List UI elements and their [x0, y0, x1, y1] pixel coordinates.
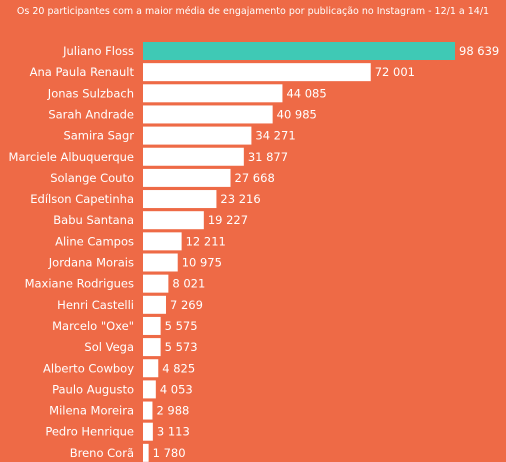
value-label-6: 27 668: [235, 171, 275, 185]
category-label-0: Juliano Floss: [62, 44, 134, 58]
bar-5: [143, 147, 244, 166]
value-label-18: 3 113: [157, 425, 190, 439]
bar-8: [143, 211, 204, 230]
bar-15: [143, 359, 159, 378]
category-label-15: Alberto Cowboy: [43, 361, 134, 375]
category-label-8: Babu Santana: [53, 213, 134, 227]
value-label-3: 40 985: [277, 107, 317, 121]
category-label-13: Marcelo "Oxe": [52, 319, 134, 333]
bar-3: [143, 105, 273, 124]
value-label-5: 31 877: [248, 150, 288, 164]
category-label-4: Samira Sagr: [63, 129, 134, 143]
value-label-10: 10 975: [182, 256, 222, 270]
bar-18: [143, 422, 153, 441]
bar-0: [143, 42, 455, 60]
category-label-11: Maxiane Rodrigues: [25, 277, 134, 291]
bar-10: [143, 253, 178, 272]
category-label-5: Marciele Albuquerque: [9, 150, 134, 164]
category-label-14: Sol Vega: [84, 340, 134, 354]
value-label-1: 72 001: [375, 65, 415, 79]
bar-12: [143, 295, 166, 314]
chart-subtitle: Os 20 participantes com a maior média de…: [16, 6, 490, 17]
category-label-16: Paulo Augusto: [52, 382, 134, 396]
category-label-17: Milena Moreira: [49, 404, 134, 418]
category-label-7: Edílson Capetinha: [30, 192, 134, 206]
value-label-4: 34 271: [255, 129, 295, 143]
category-label-2: Jonas Sulzbach: [47, 86, 134, 100]
category-label-18: Pedro Henrique: [45, 425, 134, 439]
value-label-12: 7 269: [170, 298, 203, 312]
value-label-11: 8 021: [172, 277, 205, 291]
category-label-10: Jordana Morais: [48, 256, 134, 270]
bar-7: [143, 190, 217, 209]
bar-13: [143, 316, 161, 335]
value-label-17: 2 988: [156, 404, 189, 418]
bar-14: [143, 338, 161, 357]
value-label-14: 5 573: [165, 340, 198, 354]
value-label-9: 12 211: [186, 234, 226, 248]
value-label-19: 1 780: [153, 446, 186, 460]
category-label-3: Sarah Andrade: [48, 107, 134, 121]
category-label-6: Solange Couto: [50, 171, 134, 185]
bar-2: [143, 84, 283, 103]
bar-1: [143, 63, 371, 82]
bar-6: [143, 168, 231, 187]
value-label-13: 5 575: [165, 319, 198, 333]
value-label-0: 98 639: [459, 44, 499, 58]
category-label-19: Breno Corã: [70, 446, 134, 460]
bar-16: [143, 380, 156, 399]
bar-9: [143, 232, 182, 251]
bar-4: [143, 126, 252, 145]
value-label-15: 4 825: [162, 361, 195, 375]
bar-19: [143, 443, 149, 462]
bar-11: [143, 274, 169, 293]
value-label-16: 4 053: [160, 382, 193, 396]
bar-17: [143, 401, 153, 420]
category-label-9: Aline Campos: [55, 234, 134, 248]
value-label-7: 23 216: [220, 192, 260, 206]
value-label-2: 44 085: [286, 86, 326, 100]
category-label-12: Henri Castelli: [57, 298, 134, 312]
category-label-1: Ana Paula Renault: [30, 65, 135, 79]
value-label-8: 19 227: [208, 213, 248, 227]
